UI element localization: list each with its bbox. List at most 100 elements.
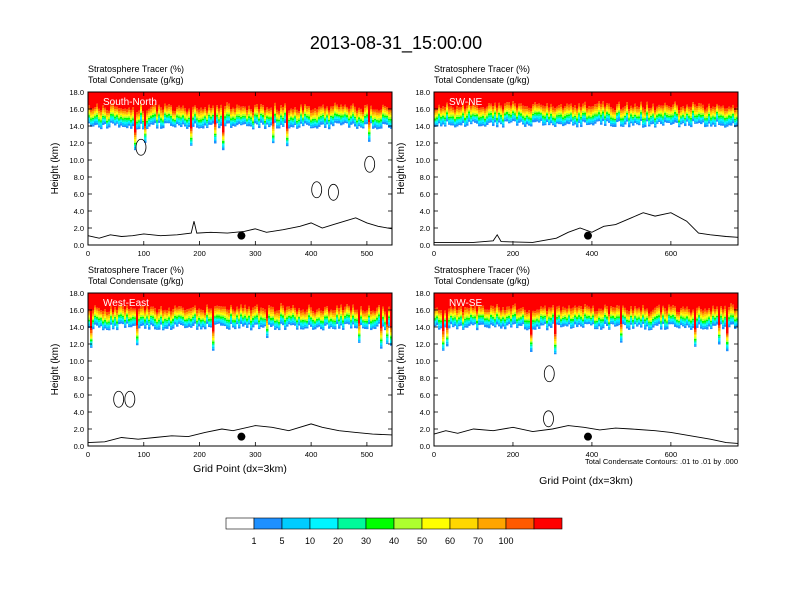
tracer-band: [266, 326, 269, 329]
tracer-band: [286, 324, 289, 327]
tracer-band: [208, 113, 211, 116]
tracer-band: [496, 118, 499, 120]
tracer-band: [158, 323, 161, 326]
tracer-band: [304, 119, 307, 121]
tracer-band: [604, 111, 607, 113]
tracer-band: [312, 315, 315, 317]
tracer-band: [230, 109, 233, 112]
tracer-band: [732, 121, 735, 124]
tracer-band: [118, 118, 121, 120]
tracer-band: [380, 117, 383, 120]
tracer-band: [160, 319, 163, 322]
tracer-band: [636, 113, 639, 116]
tracer-band: [118, 119, 121, 122]
tracer-band: [552, 115, 555, 118]
terrain-line: [87, 217, 393, 239]
tracer-band: [468, 117, 471, 120]
tracer-band: [368, 137, 371, 140]
tracer-band: [640, 106, 643, 108]
tracer-band: [134, 142, 137, 145]
tracer-band: [138, 116, 141, 118]
tracer-band: [180, 107, 183, 110]
tracer-band: [474, 109, 477, 111]
tracer-band: [214, 92, 217, 125]
tracer-band: [114, 115, 117, 117]
tracer-band: [154, 92, 157, 104]
tracer-band: [554, 110, 557, 113]
tracer-band: [532, 92, 535, 105]
tracer-band: [454, 125, 457, 128]
tracer-band: [666, 115, 669, 117]
tracer-band: [274, 325, 277, 328]
tracer-band: [628, 122, 631, 125]
tracer-band: [270, 107, 273, 111]
tracer-band: [126, 123, 129, 126]
tracer-band: [194, 110, 197, 113]
tracer-band: [274, 319, 277, 321]
tracer-band: [700, 116, 703, 119]
tracer-band: [168, 317, 171, 320]
tracer-band: [364, 326, 367, 330]
tracer-band: [380, 126, 383, 129]
tracer-band: [224, 92, 227, 107]
tracer-band: [108, 92, 111, 111]
tracer-band: [602, 92, 605, 102]
tracer-band: [176, 109, 179, 111]
tracer-band: [616, 92, 619, 105]
tracer-band: [468, 92, 471, 103]
tracer-band: [558, 122, 561, 125]
tracer-band: [302, 110, 305, 113]
tracer-band: [184, 293, 187, 311]
tracer-band: [196, 322, 199, 325]
tracer-band: [722, 112, 725, 115]
tracer-band: [716, 113, 719, 116]
tracer-band: [736, 120, 738, 123]
tracer-band: [444, 122, 447, 125]
tracer-band: [272, 133, 275, 136]
tracer-band: [160, 318, 163, 320]
tracer-band: [570, 92, 573, 104]
tracer-band: [560, 112, 563, 115]
tracer-band: [100, 121, 103, 124]
tracer-band: [684, 92, 687, 109]
tracer-band: [320, 319, 323, 321]
tracer-band: [134, 314, 137, 316]
tracer-band: [264, 313, 267, 316]
tracer-band: [602, 113, 605, 116]
tracer-band: [570, 105, 573, 109]
tracer-band: [300, 320, 303, 322]
tracer-band: [510, 120, 513, 123]
tracer-band: [724, 123, 727, 126]
tracer-band: [228, 119, 231, 121]
tracer-band: [280, 306, 283, 309]
tracer-band: [716, 111, 719, 114]
tracer-band: [458, 123, 461, 126]
tracer-band: [720, 123, 723, 126]
tracer-band: [136, 325, 139, 330]
tracer-band: [178, 119, 181, 122]
tracer-band: [298, 318, 301, 320]
tracer-band: [636, 116, 639, 119]
tracer-band: [602, 118, 605, 122]
tracer-band: [268, 111, 271, 113]
tracer-band: [118, 115, 121, 117]
tracer-band: [376, 115, 379, 117]
tracer-band: [440, 120, 443, 123]
tracer-band: [116, 115, 119, 117]
tracer-band: [202, 320, 205, 323]
tracer-band: [452, 92, 455, 108]
tracer-band: [146, 113, 149, 116]
tracer-band: [162, 328, 165, 331]
tracer-band: [320, 325, 323, 327]
panel-header-line2: Total Condensate (g/kg): [88, 276, 184, 286]
tracer-band: [704, 111, 707, 114]
tracer-band: [196, 310, 199, 314]
tracer-band: [330, 311, 333, 314]
tracer-band: [244, 92, 247, 107]
tracer-band: [340, 304, 343, 308]
tracer-band: [250, 92, 253, 110]
tracer-band: [244, 304, 247, 309]
tracer-band: [608, 103, 611, 107]
tracer-band: [726, 117, 729, 119]
tracer-band: [150, 311, 153, 313]
